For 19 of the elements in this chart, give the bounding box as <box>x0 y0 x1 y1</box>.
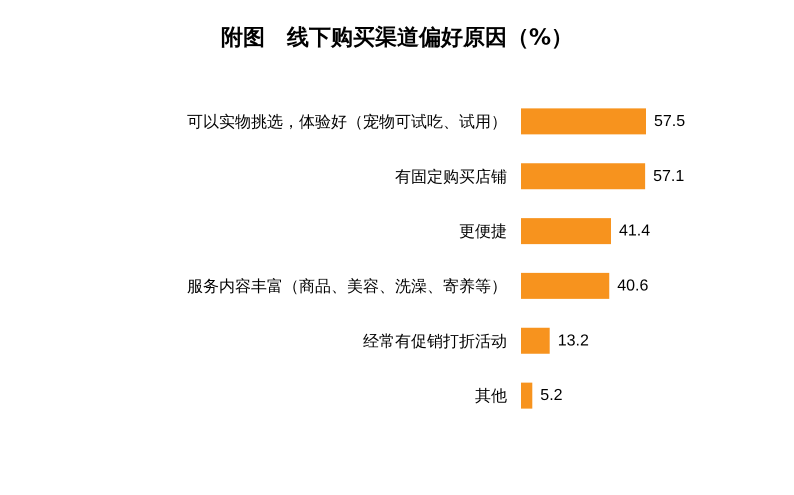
y-tick-label: 经常有促销打折活动 <box>363 331 507 350</box>
bar <box>521 272 610 299</box>
data-label: 5.2 <box>540 387 563 404</box>
y-tick-label: 有固定购买店铺 <box>395 166 507 186</box>
y-tick-label: 其他 <box>475 386 507 406</box>
bar <box>521 382 532 409</box>
y-tick-label: 更便捷 <box>459 222 507 241</box>
y-tick-label: 可以实物挑选，体验好（宠物可试吃、试用） <box>187 112 507 131</box>
bar <box>521 163 646 190</box>
chart-title: 附图 线下购买渠道偏好原因（%） <box>220 26 574 50</box>
bar <box>521 108 646 134</box>
bar <box>521 218 611 244</box>
data-label: 57.5 <box>654 112 686 130</box>
data-label: 41.4 <box>619 222 650 240</box>
y-tick-label: 服务内容丰富（商品、美容、洗澡、寄养等） <box>187 276 507 296</box>
bar <box>521 328 550 354</box>
data-label: 13.2 <box>558 332 589 350</box>
data-label: 57.1 <box>653 168 684 185</box>
data-label: 40.6 <box>617 277 649 294</box>
